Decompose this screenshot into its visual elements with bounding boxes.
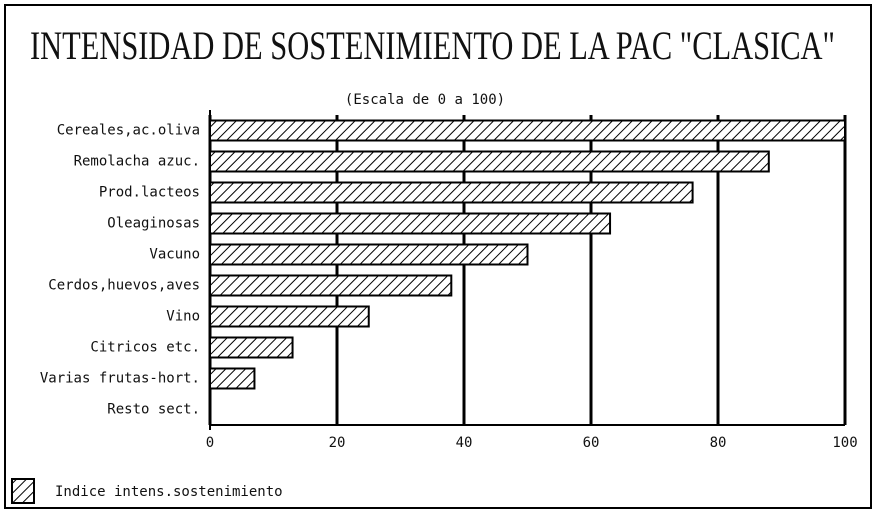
- y-tick-label: Vino: [166, 309, 200, 325]
- chart-subtitle: (Escala de 0 a 100): [345, 92, 505, 108]
- bar: [209, 119, 846, 142]
- y-tick-label: Cereales,ac.oliva: [57, 123, 200, 139]
- x-tick-label: 60: [583, 435, 600, 451]
- x-tick-label: 100: [832, 435, 857, 451]
- y-tick-label: Oleaginosas: [107, 216, 200, 232]
- legend-swatch: [11, 478, 35, 504]
- bar: [209, 243, 529, 266]
- y-tick-label: Vacuno: [149, 247, 200, 263]
- y-tick-label: Citricos etc.: [90, 340, 200, 356]
- bar: [209, 181, 694, 204]
- bar: [209, 305, 370, 328]
- x-tick-label: 80: [710, 435, 727, 451]
- y-tick-label: Prod.lacteos: [99, 185, 200, 201]
- y-tick-label: Varias frutas-hort.: [40, 371, 200, 387]
- bar: [209, 367, 256, 390]
- y-tick-label: Remolacha azuc.: [74, 154, 200, 170]
- x-tick-label: 20: [329, 435, 346, 451]
- bar: [209, 274, 453, 297]
- bar: [209, 336, 294, 359]
- bar: [209, 150, 770, 173]
- frame: [4, 4, 872, 509]
- legend-label: Indice intens.sostenimiento: [55, 484, 283, 500]
- y-tick-label: Resto sect.: [107, 402, 200, 418]
- x-tick-label: 0: [206, 435, 214, 451]
- chart-title: INTENSIDAD DE SOSTENIMIENTO DE LA PAC "C…: [30, 23, 835, 68]
- x-tick-label: 40: [456, 435, 473, 451]
- bar: [209, 212, 612, 235]
- y-tick-label: Cerdos,huevos,aves: [48, 278, 200, 294]
